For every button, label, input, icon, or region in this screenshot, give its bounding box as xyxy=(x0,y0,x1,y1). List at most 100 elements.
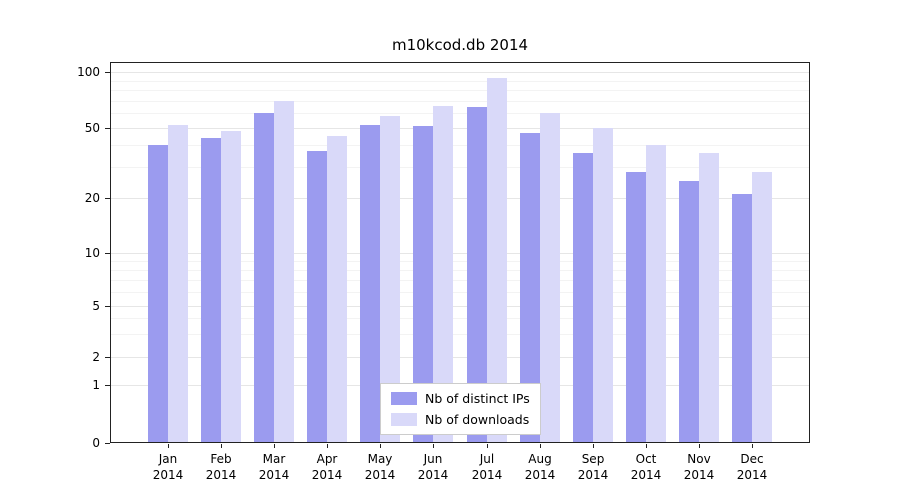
x-axis-tick-mark xyxy=(752,444,753,448)
bar-nb-of-distinct-ips-jul xyxy=(467,107,487,443)
y-axis-tick-mark xyxy=(105,357,110,358)
x-axis-tick-label-line: 2014 xyxy=(364,468,396,482)
gridline-minor xyxy=(110,81,810,82)
y-axis-tick-mark xyxy=(105,253,110,254)
bar-nb-of-distinct-ips-may xyxy=(360,125,380,443)
gridline-minor xyxy=(110,101,810,102)
x-axis-tick-mark xyxy=(593,444,594,448)
bar-nb-of-downloads-feb xyxy=(221,131,241,443)
legend-swatch-nb-of-downloads xyxy=(391,413,417,426)
y-axis-tick-label: 1 xyxy=(92,378,100,392)
x-axis-tick-label: Jun 2014 xyxy=(407,451,459,483)
x-axis-tick-mark xyxy=(168,444,169,448)
y-axis-tick-mark xyxy=(105,385,110,386)
gridline-major xyxy=(110,253,810,254)
x-axis-tick-label-line: Mar xyxy=(262,452,286,466)
x-axis-tick-label: Aug 2014 xyxy=(514,451,566,483)
x-axis-tick-label: Jan 2014 xyxy=(142,451,194,483)
x-axis-tick-label: Dec 2014 xyxy=(726,451,778,483)
x-axis-tick-label-line: Apr xyxy=(316,452,338,466)
x-axis-tick-mark xyxy=(380,444,381,448)
bar-nb-of-downloads-oct xyxy=(646,145,666,443)
gridline-major xyxy=(110,306,810,307)
x-axis-tick-label-line: 2014 xyxy=(736,468,768,482)
gridline-minor xyxy=(110,334,810,335)
bar-nb-of-downloads-nov xyxy=(699,153,719,443)
bar-nb-of-distinct-ips-feb xyxy=(201,138,221,443)
bar-nb-of-downloads-jan xyxy=(168,125,188,443)
legend-entry: Nb of distinct IPs xyxy=(391,391,530,406)
bar-nb-of-distinct-ips-aug xyxy=(520,133,540,443)
x-axis-tick-label-line: 2014 xyxy=(205,468,237,482)
legend-entry: Nb of downloads xyxy=(391,412,530,427)
bar-nb-of-distinct-ips-jan xyxy=(148,145,168,443)
x-axis-tick-label-line: 2014 xyxy=(577,468,609,482)
x-axis-tick-mark xyxy=(221,444,222,448)
y-axis-tick-label: 10 xyxy=(84,246,100,260)
plot-frame xyxy=(110,62,810,443)
x-axis-tick-label: Sep 2014 xyxy=(567,451,619,483)
x-axis-tick-label-line: 2014 xyxy=(152,468,184,482)
x-axis-tick-label-line: 2014 xyxy=(630,468,662,482)
x-axis-tick-label-line: 2014 xyxy=(683,468,715,482)
x-axis-tick-label-line: 2014 xyxy=(417,468,449,482)
gridline-minor xyxy=(110,167,810,168)
bar-nb-of-distinct-ips-mar xyxy=(254,113,274,443)
x-axis-tick-label: Oct 2014 xyxy=(620,451,672,483)
bar-nb-of-downloads-apr xyxy=(327,136,347,443)
bar-nb-of-downloads-sep xyxy=(593,128,613,443)
gridline-major xyxy=(110,72,810,73)
x-axis-tick-label-line: Sep xyxy=(581,452,605,466)
legend: Nb of distinct IPs Nb of downloads xyxy=(380,383,541,435)
gridline-minor xyxy=(110,292,810,293)
bar-nb-of-distinct-ips-sep xyxy=(573,153,593,443)
x-axis-tick-mark xyxy=(433,444,434,448)
bar-nb-of-distinct-ips-nov xyxy=(679,181,699,443)
x-axis-tick-mark xyxy=(327,444,328,448)
x-axis-tick-label-line: Aug xyxy=(528,452,552,466)
x-axis-tick-label-line: Nov xyxy=(687,452,711,466)
bar-nb-of-downloads-may xyxy=(380,116,400,443)
gridline-major xyxy=(110,128,810,129)
x-axis-tick-label-line: Jan xyxy=(158,452,178,466)
x-axis-tick-mark xyxy=(540,444,541,448)
x-axis-tick-label-line: 2014 xyxy=(471,468,503,482)
legend-swatch-nb-of-distinct-ips xyxy=(391,392,417,405)
gridline-minor xyxy=(110,145,810,146)
gridline-minor xyxy=(110,90,810,91)
y-axis-tick-label: 0 xyxy=(92,436,100,450)
x-axis-tick-label: Feb 2014 xyxy=(195,451,247,483)
gridline-minor xyxy=(110,261,810,262)
gridline-major xyxy=(110,198,810,199)
gridline-major xyxy=(110,357,810,358)
bar-nb-of-downloads-dec xyxy=(752,172,772,443)
y-axis-tick-label: 20 xyxy=(84,191,100,205)
bar-nb-of-distinct-ips-jun xyxy=(413,126,433,443)
x-axis-tick-label: Mar 2014 xyxy=(248,451,300,483)
bar-nb-of-downloads-mar xyxy=(274,101,294,443)
x-axis-tick-label: Nov 2014 xyxy=(673,451,725,483)
gridline-minor xyxy=(110,270,810,271)
bar-nb-of-downloads-jul xyxy=(487,78,507,443)
gridline-minor xyxy=(110,280,810,281)
y-axis-tick-label: 2 xyxy=(92,350,100,364)
x-axis-tick-label-line: 2014 xyxy=(258,468,290,482)
bar-nb-of-distinct-ips-apr xyxy=(307,151,327,443)
x-axis-tick-mark xyxy=(646,444,647,448)
bar-nb-of-distinct-ips-oct xyxy=(626,172,646,443)
y-axis-tick-label: 5 xyxy=(92,299,100,313)
y-axis-tick-mark xyxy=(105,128,110,129)
x-axis-tick-label-line: Feb xyxy=(210,452,232,466)
y-axis-tick-label: 100 xyxy=(77,65,100,79)
bar-nb-of-downloads-aug xyxy=(540,113,560,443)
gridline-minor xyxy=(110,318,810,319)
gridline-minor xyxy=(110,113,810,114)
x-axis-tick-label-line: 2014 xyxy=(311,468,343,482)
legend-label: Nb of downloads xyxy=(425,412,530,427)
x-axis-tick-mark xyxy=(274,444,275,448)
x-axis-tick-label-line: Jul xyxy=(479,452,495,466)
y-axis-tick-label: 50 xyxy=(84,121,100,135)
legend-label: Nb of distinct IPs xyxy=(425,391,530,406)
x-axis-tick-label-line: Dec xyxy=(740,452,764,466)
